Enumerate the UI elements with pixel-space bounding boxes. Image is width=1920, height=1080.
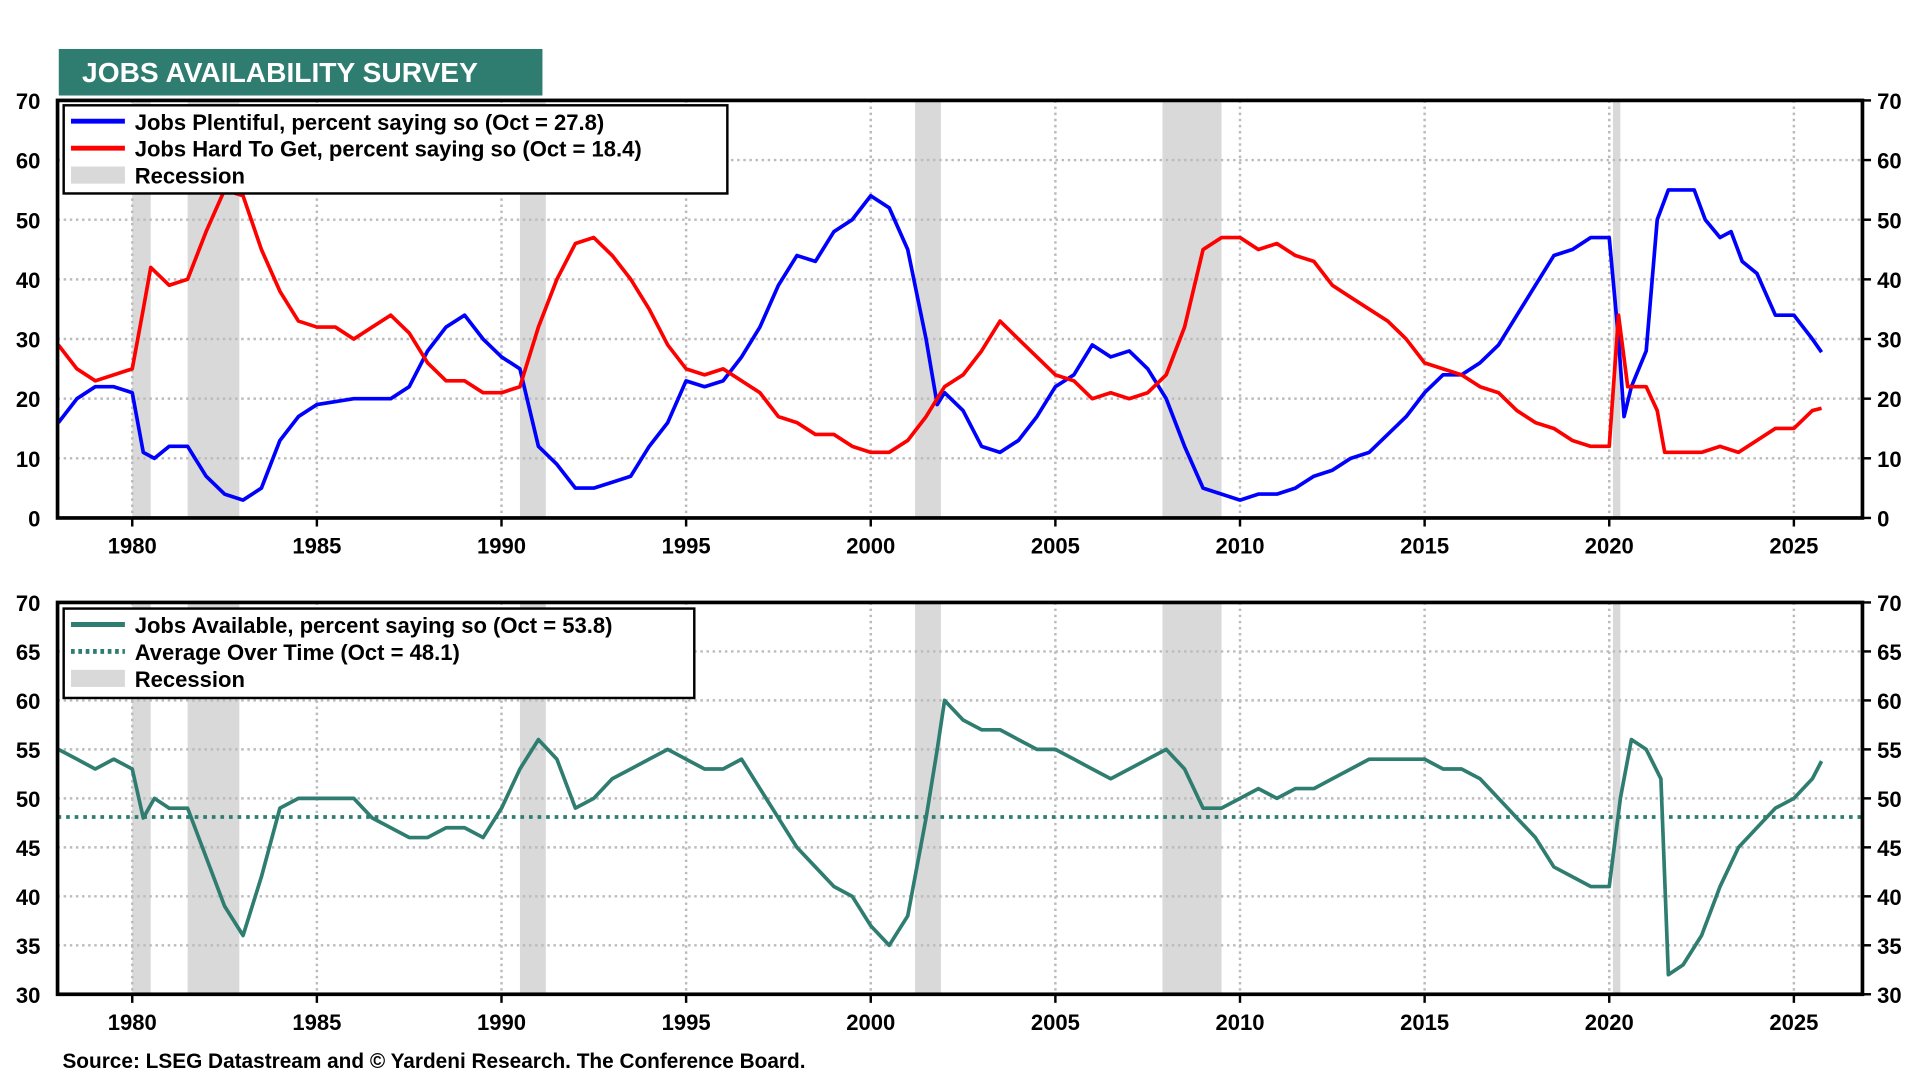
recession-band <box>132 602 151 995</box>
legend-swatch-recession <box>71 669 125 687</box>
y-tick-label-left: 10 <box>16 447 41 472</box>
x-tick-label: 2025 <box>1769 1010 1818 1035</box>
y-tick-label-left: 55 <box>16 738 41 763</box>
x-tick-label: 1985 <box>292 1010 341 1035</box>
y-tick-label-right: 60 <box>1877 689 1902 714</box>
legend-label-recession: Recession <box>135 164 245 189</box>
y-tick-label-right: 30 <box>1877 983 1902 1008</box>
y-tick-label-right: 40 <box>1877 268 1902 293</box>
y-tick-label-right: 65 <box>1877 640 1902 665</box>
legend-swatch-recession <box>71 166 125 184</box>
series-line-0 <box>56 188 1824 502</box>
source-note: Source: LSEG Datastream and © Yardeni Re… <box>62 1050 805 1073</box>
chart-title: JOBS AVAILABILITY SURVEY <box>82 57 478 88</box>
y-tick-label-left: 60 <box>16 689 41 714</box>
y-tick-label-left: 20 <box>16 387 41 412</box>
y-tick-label-left: 30 <box>16 328 41 353</box>
x-tick-label: 2005 <box>1031 1010 1080 1035</box>
y-tick-label-right: 10 <box>1877 447 1902 472</box>
x-tick-label: 2005 <box>1031 533 1080 558</box>
y-tick-label-right: 60 <box>1877 149 1902 174</box>
legend-label-average: Average Over Time (Oct = 48.1) <box>135 640 460 665</box>
x-tick-label: 1995 <box>662 533 711 558</box>
y-tick-label-left: 50 <box>16 208 41 233</box>
plot-frame <box>55 600 1865 997</box>
title-banner <box>58 48 543 96</box>
legend-label-hard: Jobs Hard To Get, percent saying so (Oct… <box>135 137 642 162</box>
x-tick-label: 1995 <box>662 1010 711 1035</box>
x-tick-label: 1980 <box>108 533 157 558</box>
plot-frame <box>55 98 1865 520</box>
legend-label-available: Jobs Available, percent saying so (Oct =… <box>135 613 613 638</box>
y-tick-label-left: 70 <box>16 89 41 114</box>
x-tick-label: 2020 <box>1585 1010 1634 1035</box>
y-tick-label-left: 65 <box>16 640 41 665</box>
x-tick-label: 2000 <box>846 1010 895 1035</box>
y-tick-label-left: 30 <box>16 983 41 1008</box>
y-tick-label-right: 40 <box>1877 885 1902 910</box>
y-tick-label-left: 45 <box>16 836 41 861</box>
y-tick-label-right: 50 <box>1877 208 1902 233</box>
y-tick-label-left: 40 <box>16 885 41 910</box>
y-tick-label-right: 70 <box>1877 89 1902 114</box>
y-tick-label-right: 20 <box>1877 387 1902 412</box>
y-tick-label-right: 50 <box>1877 787 1902 812</box>
y-tick-label-right: 45 <box>1877 836 1902 861</box>
x-tick-label: 2015 <box>1400 533 1449 558</box>
y-tick-label-left: 0 <box>28 507 40 532</box>
y-tick-label-left: 70 <box>16 591 41 616</box>
series-line-1 <box>56 188 1823 455</box>
legend-label-recession: Recession <box>135 667 245 692</box>
y-tick-label-right: 35 <box>1877 934 1902 959</box>
recession-band <box>1612 602 1621 995</box>
y-tick-label-right: 55 <box>1877 738 1902 763</box>
x-tick-label: 1985 <box>292 533 341 558</box>
x-tick-label: 2020 <box>1585 533 1634 558</box>
x-tick-label: 2000 <box>846 533 895 558</box>
x-tick-label: 1990 <box>477 1010 526 1035</box>
x-tick-label: 2010 <box>1215 1010 1264 1035</box>
x-tick-label: 2010 <box>1215 533 1264 558</box>
x-tick-label: 2015 <box>1400 1010 1449 1035</box>
x-tick-label: 1990 <box>477 533 526 558</box>
top-legend: Jobs Plentiful, percent saying so (Oct =… <box>62 104 729 195</box>
y-tick-label-right: 70 <box>1877 591 1902 616</box>
x-tick-label: 1980 <box>108 1010 157 1035</box>
y-tick-label-left: 60 <box>16 149 41 174</box>
y-tick-label-left: 50 <box>16 787 41 812</box>
bottom-legend: Jobs Available, percent saying so (Oct =… <box>62 607 696 700</box>
x-tick-label: 2025 <box>1769 533 1818 558</box>
y-tick-label-right: 0 <box>1877 507 1889 532</box>
y-tick-label-right: 30 <box>1877 328 1902 353</box>
y-tick-label-left: 35 <box>16 934 41 959</box>
y-tick-label-left: 40 <box>16 268 41 293</box>
recession-band <box>1162 100 1222 518</box>
series-line-0 <box>57 698 1824 977</box>
legend-label-plentiful: Jobs Plentiful, percent saying so (Oct =… <box>135 110 605 135</box>
